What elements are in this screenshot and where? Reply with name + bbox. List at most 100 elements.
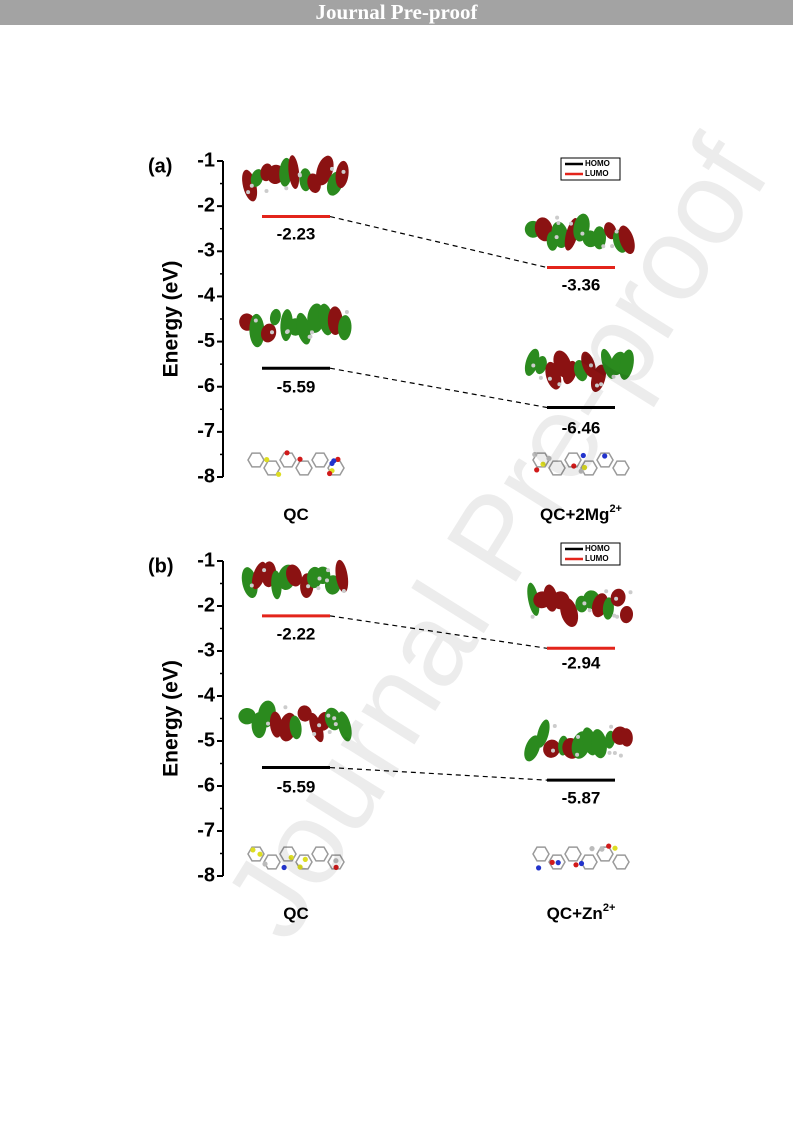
atom: [615, 614, 620, 619]
lumo-value-label: -2.94: [562, 653, 601, 672]
atom: [270, 330, 274, 335]
orbital-lobe: [527, 582, 540, 616]
banner-title: Journal Pre-proof: [315, 0, 478, 24]
y-tick-label: -4: [197, 684, 216, 706]
homo-connector: [329, 367, 548, 409]
atom: [556, 221, 561, 225]
lumo-value-label: -3.36: [562, 275, 601, 294]
atom: [580, 452, 586, 459]
complex-structure-image: [532, 451, 630, 476]
atom: [610, 244, 615, 249]
atom: [333, 722, 338, 727]
atom: [557, 382, 562, 387]
atom: [607, 750, 612, 755]
y-tick-label: -4: [197, 285, 216, 307]
atom: [308, 334, 313, 339]
homo-orbital-qc-image: [239, 303, 352, 348]
atom: [285, 330, 289, 334]
y-tick-label: -2: [197, 194, 215, 216]
orbital-lobe: [524, 735, 541, 762]
atom: [573, 862, 579, 868]
orbital-lobe: [249, 313, 265, 348]
atom: [330, 166, 334, 171]
atom: [582, 601, 587, 606]
atom: [264, 457, 270, 463]
atom: [264, 189, 269, 193]
atom: [587, 608, 592, 613]
atom: [333, 858, 339, 864]
atom: [297, 173, 302, 178]
bond-ring: [532, 846, 550, 862]
orbital-lobe: [619, 349, 634, 380]
legend-label-lumo: LUMO: [585, 169, 609, 178]
y-tick-label: -3: [197, 240, 215, 262]
bond-ring: [295, 460, 313, 476]
y-axis-label: Energy (eV): [160, 261, 183, 378]
lumo-orbital-complex-image: [527, 582, 634, 627]
atom: [612, 845, 618, 851]
homo-value-label: -5.87: [562, 788, 601, 807]
bond-ring: [279, 846, 297, 862]
atom: [284, 186, 289, 191]
atom: [575, 752, 580, 757]
bond-ring: [311, 846, 329, 862]
atom: [253, 318, 258, 323]
orbital-lobe: [543, 739, 561, 758]
orbital-lobe: [618, 225, 635, 255]
atom: [257, 851, 263, 857]
y-tick-label: -1: [197, 149, 215, 171]
lumo-connector: [329, 215, 548, 269]
orbital-lobe: [610, 588, 626, 607]
orbital-lobe: [560, 597, 579, 627]
journal-banner: [0, 0, 793, 25]
qc-structure-image: [247, 450, 345, 477]
atom: [609, 724, 614, 729]
bond-ring: [596, 452, 614, 468]
atom: [316, 586, 321, 591]
energy-panel-b: (b) -1 -2 -3 -4 -5 -6 -7 -8 Energy (eV) -5.59 -5.87…: [148, 542, 634, 923]
orbital-lobe: [592, 226, 607, 250]
legend-label-homo: HOMO: [585, 544, 610, 553]
atom: [606, 843, 612, 849]
bond-ring: [295, 854, 313, 870]
atom: [589, 846, 595, 852]
atom: [326, 713, 331, 718]
category-label-text: QC: [283, 505, 309, 524]
bond-ring: [612, 460, 630, 476]
homo-orbital-qc-image: [238, 700, 352, 743]
atom: [344, 310, 349, 314]
atom: [599, 382, 604, 387]
orbital-lobe: [280, 309, 293, 342]
y-tick-label: -8: [197, 864, 215, 886]
orbital-lobe: [619, 606, 634, 624]
atom: [618, 753, 623, 758]
orbital-lobe: [297, 705, 312, 722]
atom: [327, 730, 332, 734]
orbital-lobe: [260, 323, 277, 343]
atom: [578, 860, 585, 867]
category-label-text: QC: [283, 904, 309, 923]
orbital-lobe: [551, 221, 569, 248]
atom: [327, 470, 333, 477]
orbital-lobe: [581, 351, 596, 378]
atom: [532, 451, 538, 458]
bond-ring: [564, 846, 582, 862]
atom: [333, 864, 339, 871]
orbital-lobe: [238, 707, 256, 725]
orbital-lobe: [309, 712, 324, 743]
atom: [281, 864, 287, 871]
orbital-lobe: [288, 155, 300, 190]
atom: [530, 614, 535, 619]
atom: [283, 705, 288, 710]
bond-ring: [612, 854, 630, 870]
bond-ring: [580, 460, 598, 476]
orbital-lobe: [602, 597, 614, 620]
lumo-orbital-complex-image: [524, 213, 635, 255]
atom: [589, 363, 593, 368]
bond-ring: [548, 854, 566, 870]
atom: [335, 456, 341, 462]
bond-ring: [532, 452, 550, 468]
y-tick-label: -7: [197, 819, 215, 841]
lumo-value-label: -2.22: [277, 624, 316, 643]
atom: [581, 464, 588, 471]
